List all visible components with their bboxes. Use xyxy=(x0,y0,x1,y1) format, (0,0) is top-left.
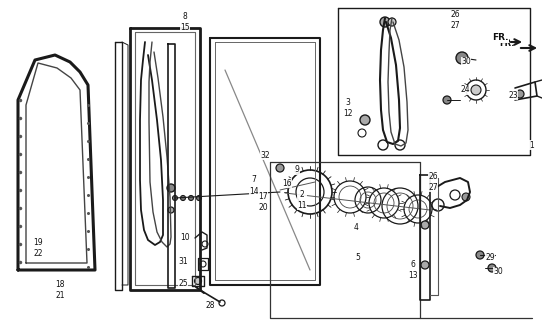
Circle shape xyxy=(168,207,174,213)
Circle shape xyxy=(476,251,484,259)
Text: 14: 14 xyxy=(249,188,259,196)
Circle shape xyxy=(180,196,185,201)
Text: 18
21: 18 21 xyxy=(55,280,64,300)
Text: 8
15: 8 15 xyxy=(180,12,190,32)
Circle shape xyxy=(197,196,202,201)
Circle shape xyxy=(488,264,496,272)
Circle shape xyxy=(443,96,451,104)
Text: 7: 7 xyxy=(251,175,256,185)
Text: 31: 31 xyxy=(178,258,188,267)
Text: 17
20: 17 20 xyxy=(258,192,268,212)
Text: 26
27: 26 27 xyxy=(428,172,438,192)
Text: 10: 10 xyxy=(180,234,190,243)
Circle shape xyxy=(167,184,175,192)
Circle shape xyxy=(172,196,177,201)
Circle shape xyxy=(421,221,429,229)
Text: 5: 5 xyxy=(356,253,360,262)
Text: 26
27: 26 27 xyxy=(450,10,460,30)
Text: 24: 24 xyxy=(460,85,470,94)
Text: FR.: FR. xyxy=(492,34,508,43)
Text: 16: 16 xyxy=(282,179,292,188)
Text: 30: 30 xyxy=(493,268,503,276)
Circle shape xyxy=(462,193,470,201)
Text: 1: 1 xyxy=(530,140,534,149)
Text: 3
12: 3 12 xyxy=(343,98,353,118)
Circle shape xyxy=(388,18,396,26)
Circle shape xyxy=(421,261,429,269)
Text: 19
22: 19 22 xyxy=(33,238,43,258)
Text: 32: 32 xyxy=(260,150,270,159)
Text: 29: 29 xyxy=(485,253,495,262)
Text: 6
13: 6 13 xyxy=(408,260,418,280)
Circle shape xyxy=(360,115,370,125)
Text: 25: 25 xyxy=(178,278,188,287)
Text: 23: 23 xyxy=(508,91,518,100)
Text: 4: 4 xyxy=(353,223,358,233)
Circle shape xyxy=(456,52,468,64)
Circle shape xyxy=(516,90,524,98)
Circle shape xyxy=(276,164,284,172)
Text: FR.: FR. xyxy=(499,39,515,49)
Text: 2
11: 2 11 xyxy=(297,190,307,210)
Text: 28: 28 xyxy=(205,300,215,309)
Circle shape xyxy=(471,85,481,95)
Text: 30: 30 xyxy=(461,58,471,67)
Circle shape xyxy=(380,17,390,27)
Text: 9: 9 xyxy=(294,165,299,174)
Circle shape xyxy=(189,196,193,201)
Circle shape xyxy=(195,277,202,284)
